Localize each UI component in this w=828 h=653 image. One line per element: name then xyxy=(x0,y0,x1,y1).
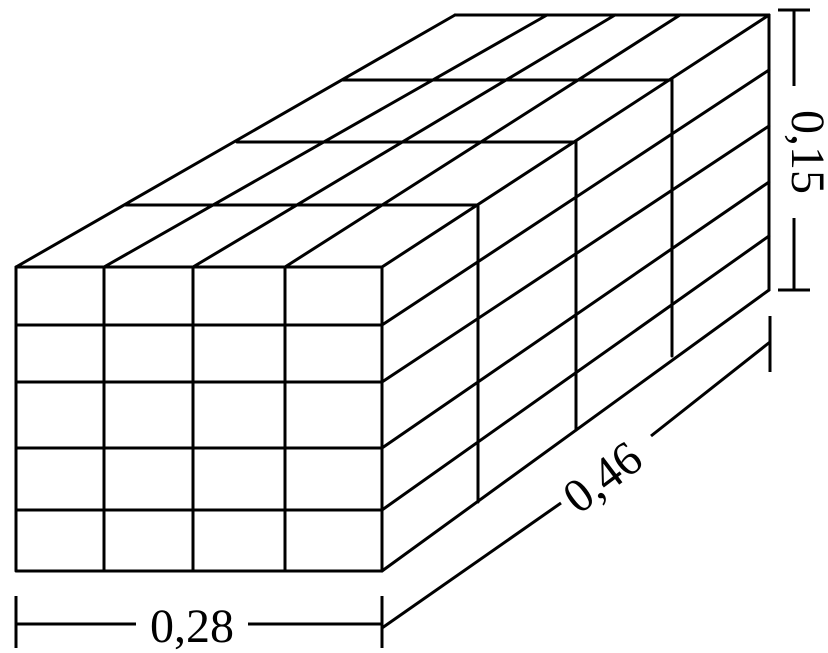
side-row-line xyxy=(380,180,771,450)
box-outline xyxy=(14,13,771,573)
top-left-edge xyxy=(14,13,457,269)
width-dimension: 0,28 xyxy=(14,596,384,653)
top-face-grid xyxy=(102,13,682,269)
height-label: 0,15 xyxy=(781,110,828,194)
height-dimension: 0,15 xyxy=(778,8,828,292)
front-face-grid xyxy=(14,265,384,573)
side-face-grid xyxy=(380,68,771,512)
side-row-line xyxy=(380,68,771,327)
depth-label: 0,46 xyxy=(553,431,652,524)
side-row-line xyxy=(380,124,771,384)
front-face xyxy=(14,265,384,573)
side-row-line xyxy=(380,234,771,512)
depth-line-lower xyxy=(381,501,562,630)
depth-line-upper xyxy=(650,340,771,438)
width-label: 0,28 xyxy=(150,600,234,653)
